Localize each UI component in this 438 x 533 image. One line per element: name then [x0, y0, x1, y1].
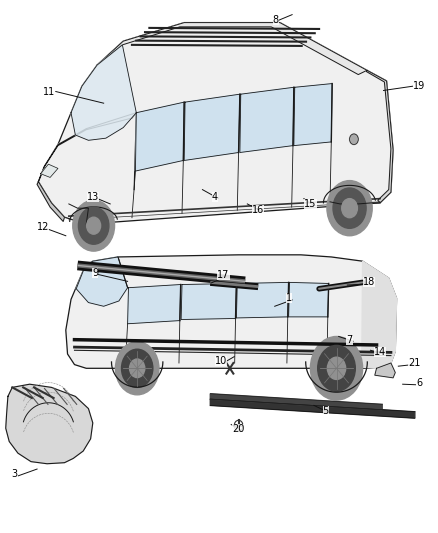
Polygon shape — [96, 22, 367, 75]
Polygon shape — [375, 363, 395, 378]
Polygon shape — [37, 182, 64, 221]
Circle shape — [333, 188, 366, 228]
Circle shape — [87, 217, 101, 234]
Text: 15: 15 — [304, 199, 317, 209]
Polygon shape — [237, 282, 289, 318]
Polygon shape — [181, 284, 237, 319]
Circle shape — [121, 349, 153, 387]
Circle shape — [73, 200, 115, 251]
Circle shape — [350, 134, 358, 144]
Text: 21: 21 — [408, 358, 420, 368]
Circle shape — [342, 199, 357, 217]
Circle shape — [78, 207, 109, 244]
Text: 6: 6 — [416, 378, 422, 388]
Polygon shape — [366, 70, 393, 203]
Circle shape — [318, 345, 355, 391]
Polygon shape — [41, 164, 58, 177]
Text: 20: 20 — [233, 424, 245, 434]
Polygon shape — [71, 45, 136, 140]
Text: 5: 5 — [322, 406, 329, 416]
Text: 4: 4 — [212, 191, 218, 201]
Polygon shape — [76, 257, 127, 306]
Text: 11: 11 — [43, 86, 55, 96]
Text: 12: 12 — [36, 222, 49, 232]
Polygon shape — [127, 285, 181, 324]
Text: 17: 17 — [217, 270, 230, 280]
Circle shape — [130, 359, 145, 377]
Circle shape — [311, 336, 363, 400]
Text: 14: 14 — [374, 348, 386, 358]
Text: 9: 9 — [92, 268, 98, 278]
Text: 10: 10 — [215, 356, 227, 366]
Polygon shape — [210, 394, 382, 410]
Polygon shape — [66, 255, 396, 368]
Text: 8: 8 — [272, 15, 279, 25]
Text: 19: 19 — [413, 81, 425, 91]
Text: 3: 3 — [11, 470, 18, 479]
Circle shape — [116, 342, 159, 395]
Polygon shape — [39, 113, 136, 182]
Text: 16: 16 — [252, 205, 264, 215]
Text: 13: 13 — [87, 191, 99, 201]
Polygon shape — [135, 102, 184, 171]
Polygon shape — [289, 282, 328, 317]
Polygon shape — [210, 399, 415, 418]
Circle shape — [327, 181, 372, 236]
Polygon shape — [362, 261, 396, 368]
Polygon shape — [6, 384, 93, 464]
Circle shape — [327, 357, 346, 379]
Polygon shape — [240, 87, 294, 152]
Text: 1: 1 — [286, 293, 292, 303]
Text: 18: 18 — [363, 277, 375, 287]
Polygon shape — [39, 22, 393, 224]
Polygon shape — [294, 84, 332, 146]
Text: 7: 7 — [346, 335, 353, 345]
Polygon shape — [184, 94, 240, 160]
